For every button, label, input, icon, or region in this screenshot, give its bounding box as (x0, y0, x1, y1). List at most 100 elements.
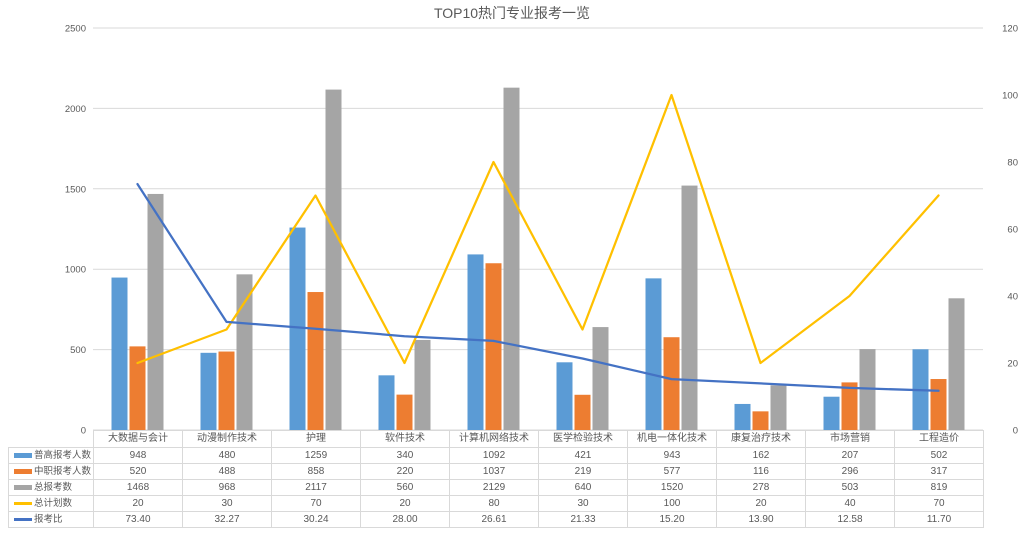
bar-中职报考人数-软件技术 (396, 394, 413, 430)
bar-中职报考人数-大数据与会计 (129, 346, 146, 430)
bar-总报考数-机电一体化技术 (681, 185, 698, 430)
table-value: 421 (538, 447, 629, 464)
legend-cell: 总计划数 (7, 495, 95, 512)
bar-总报考数-医学检验技术 (592, 327, 609, 430)
bar-中职报考人数-动漫制作技术 (218, 351, 235, 430)
category-header: 护理 (271, 430, 362, 448)
left-axis-tick-label: 2000 (65, 104, 86, 115)
chart-title: TOP10热门专业报考一览 (433, 5, 591, 21)
category-header: 市场营销 (805, 430, 896, 448)
right-axis-tick-label: 40 (1007, 292, 1018, 303)
bar-总报考数-计算机网络技术 (503, 87, 520, 430)
legend-cell: 报考比 (7, 511, 95, 528)
table-value: 488 (182, 463, 273, 480)
table-corner-blank (9, 431, 94, 448)
table-value: 340 (360, 447, 451, 464)
right-axis-tick-label: 120 (1002, 24, 1018, 35)
table-row: 总报考数 1468 968 2117 560 2129 640 1520 278 503 819 (7, 479, 985, 496)
bar-中职报考人数-护理 (307, 292, 324, 430)
table-value: 317 (894, 463, 985, 480)
table-value: 73.40 (93, 511, 184, 528)
right-axis-tick-label: 60 (1007, 225, 1018, 236)
table-value: 13.90 (716, 511, 807, 528)
table-value: 207 (805, 447, 896, 464)
table-value: 32.27 (182, 511, 273, 528)
series-name: 报考比 (34, 513, 63, 525)
legend-cell: 总报考数 (7, 479, 95, 496)
category-header: 软件技术 (360, 430, 451, 448)
table-value: 858 (271, 463, 362, 480)
table-value: 502 (894, 447, 985, 464)
table-value: 2117 (271, 479, 362, 496)
bar-普高报考人数-医学检验技术 (556, 362, 573, 430)
table-value: 40 (805, 495, 896, 512)
right-axis-tick-label: 0 (1013, 426, 1018, 437)
table-value: 640 (538, 479, 629, 496)
bar-普高报考人数-大数据与会计 (111, 277, 128, 430)
series-name: 总报考数 (34, 481, 73, 493)
table-row: 中职报考人数 520 488 858 220 1037 219 577 116 296 317 (7, 463, 985, 480)
bar-中职报考人数-工程造价 (930, 379, 947, 430)
left-axis-tick-label: 0 (81, 426, 86, 437)
table-value: 12.58 (805, 511, 896, 528)
table-value: 1037 (449, 463, 540, 480)
left-axis-tick-label: 500 (70, 345, 86, 356)
table-value: 162 (716, 447, 807, 464)
table-value: 70 (894, 495, 985, 512)
bar-总报考数-护理 (325, 89, 342, 431)
category-header: 医学检验技术 (538, 430, 629, 448)
table-value: 577 (627, 463, 718, 480)
bar-总报考数-康复治疗技术 (770, 385, 787, 430)
right-axis-tick-label: 80 (1007, 158, 1018, 169)
table-value: 560 (360, 479, 451, 496)
line-series-swatch-icon (14, 518, 32, 521)
category-header: 大数据与会计 (93, 430, 184, 448)
category-header: 计算机网络技术 (449, 430, 540, 448)
table-value: 30.24 (271, 511, 362, 528)
bar-总报考数-大数据与会计 (147, 193, 164, 430)
bar-中职报考人数-市场营销 (841, 382, 858, 430)
bar-总报考数-动漫制作技术 (236, 274, 253, 430)
bar-普高报考人数-护理 (289, 227, 306, 430)
bar-中职报考人数-医学检验技术 (574, 394, 591, 430)
left-axis-tick-label: 2500 (65, 24, 86, 35)
table-row: 普高报考人数 948 480 1259 340 1092 421 943 162 207 502 (7, 447, 985, 464)
table-value: 219 (538, 463, 629, 480)
right-axis-tick-label: 20 (1007, 359, 1018, 370)
category-header: 工程造价 (894, 430, 985, 448)
table-value: 520 (93, 463, 184, 480)
table-value: 28.00 (360, 511, 451, 528)
table-value: 20 (360, 495, 451, 512)
table-value: 1520 (627, 479, 718, 496)
series-name: 总计划数 (34, 497, 73, 509)
line-series-swatch-icon (14, 502, 32, 505)
legend-cell: 中职报考人数 (7, 463, 95, 480)
bar-中职报考人数-康复治疗技术 (752, 411, 769, 430)
bar-总报考数-工程造价 (948, 298, 965, 430)
bar-普高报考人数-康复治疗技术 (734, 403, 751, 430)
data-table: 大数据与会计 动漫制作技术 护理 软件技术 计算机网络技术 医学检验技术 机电一体化技术 康复… (7, 430, 985, 528)
bar-普高报考人数-计算机网络技术 (467, 254, 484, 430)
category-header: 动漫制作技术 (182, 430, 273, 448)
table-value: 296 (805, 463, 896, 480)
table-value: 948 (93, 447, 184, 464)
series-name: 中职报考人数 (34, 465, 92, 477)
bar-series-swatch-icon (14, 485, 32, 490)
category-header: 机电一体化技术 (627, 430, 718, 448)
series-name: 普高报考人数 (34, 449, 92, 461)
table-value: 70 (271, 495, 362, 512)
table-row: 总计划数 20 30 70 20 80 30 100 20 40 70 (7, 495, 985, 512)
table-value: 15.20 (627, 511, 718, 528)
category-header: 康复治疗技术 (716, 430, 807, 448)
bar-series-swatch-icon (14, 453, 32, 458)
table-value: 30 (538, 495, 629, 512)
bar-中职报考人数-计算机网络技术 (485, 263, 502, 430)
line-报考比 (136, 182, 940, 392)
table-value: 220 (360, 463, 451, 480)
table-value: 11.70 (894, 511, 985, 528)
table-value: 26.61 (449, 511, 540, 528)
table-value: 21.33 (538, 511, 629, 528)
table-value: 480 (182, 447, 273, 464)
